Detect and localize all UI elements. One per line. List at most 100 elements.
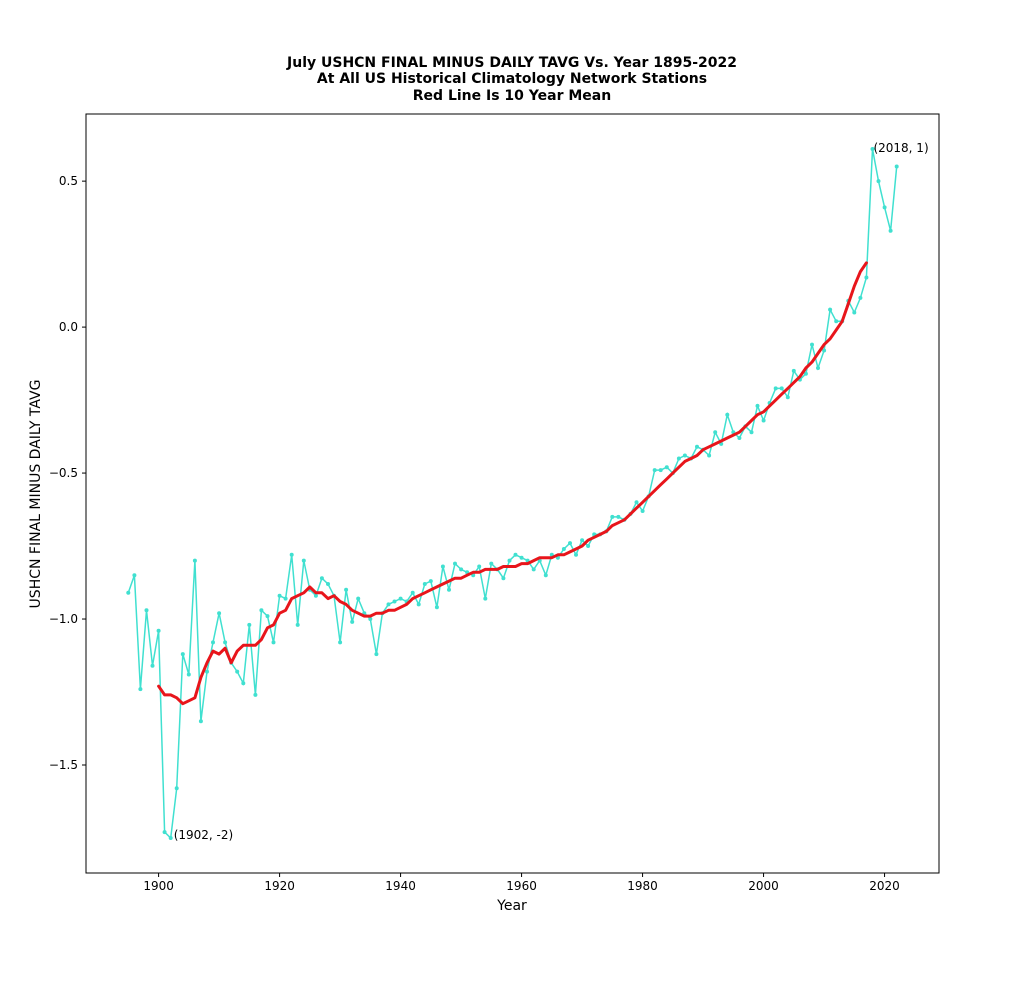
data-point: [338, 640, 343, 645]
data-point: [356, 596, 361, 601]
data-point: [864, 275, 869, 280]
data-point: [386, 602, 391, 607]
data-point: [822, 348, 827, 353]
data-point: [531, 567, 536, 572]
data-point: [574, 552, 578, 557]
series-layer: [126, 147, 899, 840]
data-point: [162, 830, 167, 835]
data-point: [289, 552, 294, 557]
data-point: [126, 590, 131, 595]
data-point: [507, 558, 512, 563]
data-point: [326, 582, 330, 586]
x-tick-label: 2000: [748, 879, 779, 893]
data-point: [785, 395, 790, 400]
data-point: [156, 628, 161, 633]
plot-area: [126, 147, 899, 840]
y-tick-label: −1.5: [49, 758, 78, 772]
data-point: [144, 608, 149, 613]
data-point: [634, 500, 639, 505]
data-point: [132, 573, 137, 578]
data-point: [707, 453, 712, 458]
data-point: [168, 836, 173, 840]
data-point: [816, 366, 820, 370]
ticks-layer: 1900 1920 1940 1960 1980 2000 2020 0.5 0.0 −0.5 −1…: [49, 174, 900, 893]
y-tick-label: 0.0: [59, 320, 78, 334]
chart-title-line-1: July USHCN FINAL MINUS DAILY TAVG Vs. Ye…: [286, 55, 737, 71]
data-point: [852, 310, 857, 315]
data-point: [773, 386, 778, 391]
data-point: [682, 453, 687, 458]
data-point: [894, 164, 899, 169]
data-point: [301, 558, 306, 563]
data-point: [791, 368, 796, 373]
data-point: [313, 593, 318, 598]
data-point: [259, 608, 264, 613]
data-point: [755, 403, 760, 408]
data-point: [561, 547, 566, 551]
data-point: [235, 669, 240, 674]
data-point: [580, 538, 585, 543]
data-point: [513, 552, 518, 557]
data-point: [428, 579, 433, 584]
data-point: [489, 561, 494, 566]
data-point: [834, 319, 839, 324]
data-point: [676, 456, 681, 461]
series-line-10yr-mean: [157, 261, 868, 706]
data-point: [350, 619, 355, 624]
axes-frame: [85, 113, 940, 874]
data-point: [434, 605, 439, 610]
data-point: [447, 587, 451, 592]
data-point: [180, 652, 185, 657]
data-point: [253, 692, 258, 697]
data-point: [283, 596, 288, 601]
data-point: [192, 558, 197, 563]
y-tick-label: 0.5: [59, 174, 78, 188]
data-point: [410, 590, 415, 595]
data-point: [368, 617, 373, 621]
data-point: [186, 672, 191, 677]
data-point: [295, 622, 300, 627]
data-point: [586, 544, 591, 548]
y-tick-label: −1.0: [49, 612, 78, 626]
data-point: [422, 582, 427, 586]
data-point: [198, 719, 203, 724]
data-point: [459, 567, 464, 572]
data-point: [205, 669, 209, 674]
x-tick-label: 2020: [869, 879, 900, 893]
chart-title-line-2: At All US Historical Climatology Network…: [317, 71, 707, 87]
chart-title-line-3: Red Line Is 10 Year Mean: [413, 88, 611, 104]
data-point: [247, 622, 252, 627]
data-point: [610, 514, 615, 519]
x-axis-label: Year: [496, 898, 527, 914]
data-point: [803, 371, 808, 376]
data-point: [695, 444, 699, 449]
y-axis-label: USHCN FINAL MINUS DAILY TAVG: [28, 380, 44, 609]
data-point: [761, 418, 766, 423]
data-point: [519, 555, 524, 560]
data-point: [828, 307, 833, 312]
data-point: [779, 386, 784, 391]
data-point: [138, 687, 143, 692]
data-point: [174, 786, 179, 791]
data-point: [658, 468, 663, 473]
data-point: [277, 593, 282, 598]
y-tick-label: −0.5: [49, 466, 78, 480]
data-point: [483, 596, 488, 601]
data-point: [453, 561, 457, 566]
x-tick-label: 1920: [264, 879, 295, 893]
data-point: [749, 430, 754, 435]
data-point: [271, 640, 276, 645]
data-point: [398, 596, 403, 601]
data-point: [616, 514, 621, 519]
data-point: [211, 640, 215, 645]
x-tick-label: 1940: [385, 879, 416, 893]
data-point: [568, 541, 572, 546]
data-point: [664, 465, 669, 470]
data-point: [265, 614, 270, 619]
data-point: [543, 573, 548, 578]
data-point: [737, 436, 742, 440]
data-point: [501, 576, 506, 581]
data-point: [876, 179, 881, 184]
data-point: [870, 147, 875, 151]
